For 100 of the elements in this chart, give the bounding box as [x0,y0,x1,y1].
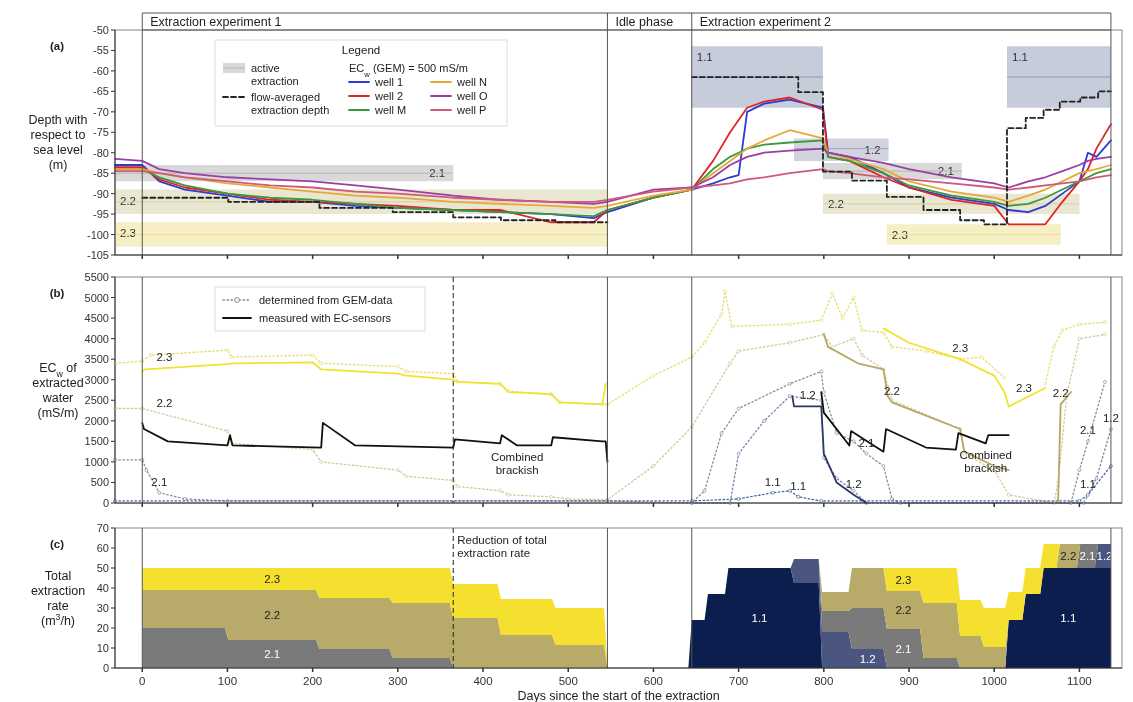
x-tick-label: 500 [558,675,578,687]
x-tick-label: 0 [139,675,146,687]
x-tick-label: 700 [729,675,749,687]
annotation: 2.2 [156,397,173,410]
x-axis-title: Days since the start of the extraction [517,689,720,702]
annotation: 2.1 [151,475,168,488]
annotation: 1.1 [696,51,713,64]
y-tick-label: -105 [86,249,109,261]
y-tick-label: 1500 [84,435,109,448]
annotation: 1.2 [864,143,881,156]
annotation: 2.2 [120,194,136,207]
x-tick-label: 1000 [981,675,1008,687]
x-tick-label: 200 [303,675,323,687]
ref-line-label: Idle phase [615,15,674,29]
ref-line-label: Extraction experiment 1 [150,15,282,29]
legend-label: flow-averaged extraction depth [251,91,330,116]
y-tick-label: 5000 [84,291,109,304]
text: (a) [49,40,65,52]
legend-label: well N [456,76,488,88]
annotation: 2.1 [1079,424,1096,437]
y-axis-title: Total extraction rate (m$^{3}$/h) [30,568,86,628]
annotation: 2.3 [891,228,908,241]
text: 2.3 [895,573,912,586]
y-tick-label: 40 [96,582,109,594]
y-tick-label: -100 [86,228,109,241]
y-tick-label: -50 [93,24,109,36]
y-tick-label: 0 [102,662,109,674]
y-tick-label: 0 [102,497,109,509]
annotation: EC$_{w}$ (GEM) = 500 mS/m [349,62,468,79]
y-tick-label: 1000 [84,455,109,468]
text: 2.1 [895,642,912,655]
legend-label: well O [456,90,489,102]
series-label: 2.2 [1060,550,1077,562]
y-axis-title: EC$_{w}$ of extracted water (mS/m) [32,360,84,420]
y-tick-label: 3500 [84,353,109,366]
x-tick-label: 300 [388,675,408,687]
series-label: 2.1 [1079,550,1096,562]
y-tick-label: -55 [93,44,109,57]
annotation: 1.2 [1102,412,1119,425]
y-tick-label: -80 [93,146,109,159]
y-tick-label: -85 [93,167,109,180]
y-tick-label: 60 [96,542,109,554]
y-tick-label: 4000 [84,332,109,345]
x-tick-label: 100 [217,675,238,687]
series-label: 2.3 [264,573,281,585]
text: 2.2 [895,604,912,616]
y-tick-label: 4500 [84,312,109,325]
ref-line-label: Reduction of total extraction rate [457,534,547,559]
text: (b) [49,287,65,299]
annotation: 2.3 [952,342,969,355]
text: (c) [49,538,65,550]
y-tick-label: 30 [96,602,109,614]
y-tick-label: 5500 [84,271,109,283]
y-tick-label: 2000 [84,414,109,427]
legend-label: measured with EC-sensors [259,312,392,324]
annotation: 2.1 [937,165,954,178]
annotation: Combined brackish [490,451,544,477]
text: 1.2 [859,652,876,665]
annotation: 2.3 [1016,381,1033,394]
annotation: 2.1 [429,167,446,180]
text: 2.2 [264,609,281,621]
annotation: 1.2 [799,389,816,402]
y-tick-label: -95 [93,208,109,221]
y-tick-label: -75 [93,126,109,139]
y-tick-label: -60 [93,64,109,77]
y-tick-label: 500 [90,476,109,489]
y-tick-label: -90 [93,187,109,200]
ref-line-label: Extraction experiment 2 [699,15,832,29]
legend-label: well 1 [374,76,404,88]
annotation: 2.3 [156,351,173,364]
x-tick-label: 600 [643,675,664,687]
annotation: 2.2 [1052,387,1069,400]
annotation: 2.3 [120,227,136,240]
y-tick-label: 20 [96,622,109,634]
x-tick-label: 1100 [1067,675,1092,687]
annotation: 1.1 [1011,51,1028,64]
x-tick-label: 900 [899,675,919,687]
series-label: 1.1 [1060,612,1077,624]
legend-label: determined from GEM-data [259,294,394,306]
text: 1.1 [751,612,768,624]
annotation: 1.1 [1079,477,1096,490]
y-tick-label: 10 [96,642,109,654]
y-axis-title: Depth with respect to sea level (m) [28,113,88,172]
y-tick-label: 2500 [84,394,109,407]
legend-title: Legend [341,44,381,56]
annotation: 1.1 [790,479,807,492]
annotation: 2.2 [827,197,844,210]
y-tick-label: -70 [93,105,109,118]
text: 2.1 [264,648,281,660]
legend-label: well 2 [374,90,404,102]
x-tick-label: 400 [473,675,493,687]
y-tick-label: 3000 [84,373,109,386]
annotation: 1.1 [764,475,781,488]
legend-label: well M [374,104,407,116]
legend-label: well P [456,104,487,116]
y-tick-label: -65 [93,85,109,98]
x-tick-label: 800 [814,675,834,687]
y-tick-label: 70 [96,522,109,534]
y-tick-label: 50 [96,562,109,574]
annotation: 1.2 [845,477,862,490]
